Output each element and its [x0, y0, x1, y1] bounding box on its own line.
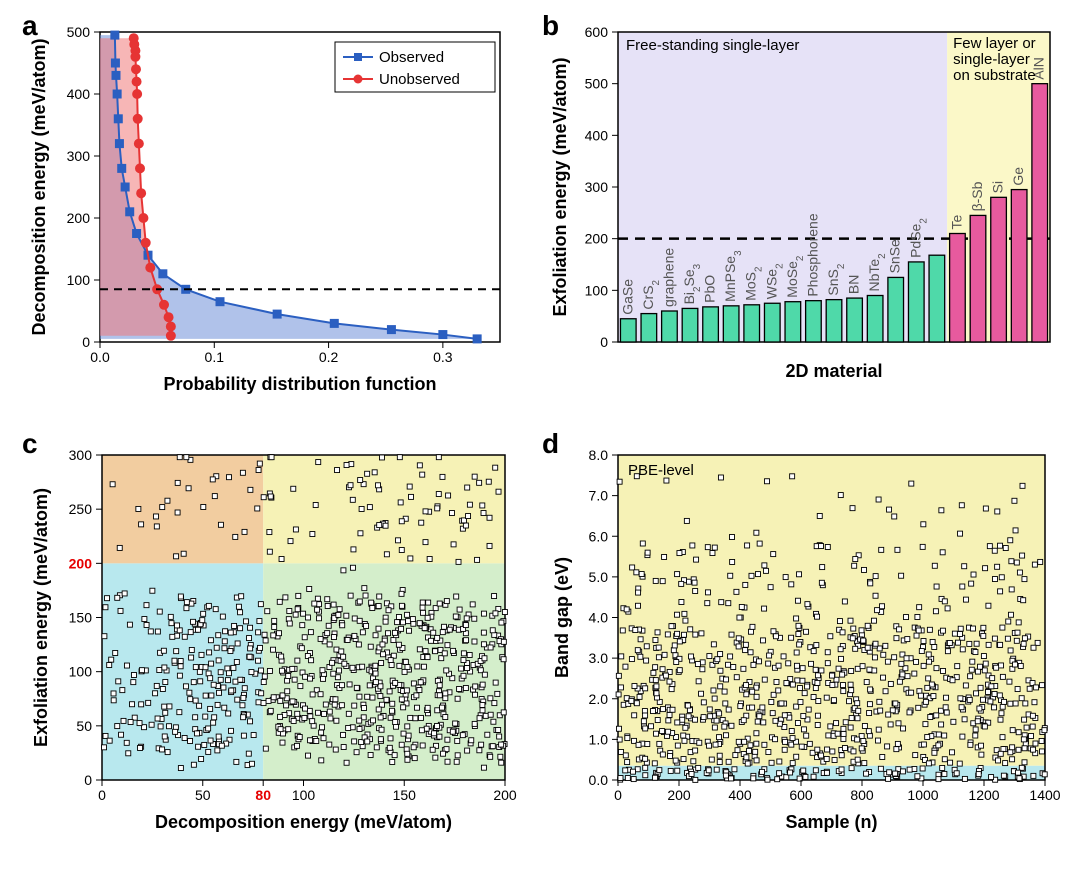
svg-text:400: 400: [728, 787, 752, 803]
svg-text:Sample (n): Sample (n): [785, 812, 877, 832]
svg-text:8.0: 8.0: [589, 447, 609, 463]
svg-text:Te: Te: [948, 215, 964, 230]
svg-text:100: 100: [69, 664, 93, 680]
svg-text:β-Sb: β-Sb: [969, 181, 985, 211]
svg-text:200: 200: [493, 787, 517, 803]
svg-text:800: 800: [850, 787, 874, 803]
svg-text:300: 300: [67, 148, 91, 164]
svg-text:1000: 1000: [907, 787, 938, 803]
svg-text:150: 150: [393, 787, 417, 803]
panel-a-label: a: [22, 10, 38, 42]
svg-text:Decomposition energy (meV/atom: Decomposition energy (meV/atom): [29, 38, 49, 335]
svg-text:1.0: 1.0: [589, 731, 609, 747]
svg-text:50: 50: [195, 787, 211, 803]
svg-text:Decomposition energy (meV/atom: Decomposition energy (meV/atom): [155, 812, 452, 832]
svg-text:0.0: 0.0: [90, 349, 110, 365]
svg-text:Probability distribution funct: Probability distribution function: [164, 374, 437, 394]
svg-text:200: 200: [585, 231, 609, 247]
svg-text:200: 200: [67, 210, 91, 226]
svg-text:Free-standing single-layer: Free-standing single-layer: [626, 37, 799, 54]
panel-c-chart: 0 50 100 150 200 80 0 50 100 150 250 300 200 Decompos…: [20, 430, 520, 850]
svg-text:300: 300: [69, 447, 93, 463]
svg-text:0: 0: [614, 787, 622, 803]
panel-b-label: b: [542, 10, 559, 42]
svg-text:200: 200: [69, 555, 93, 571]
svg-text:100: 100: [292, 787, 316, 803]
svg-text:7.0: 7.0: [589, 488, 609, 504]
svg-text:Exfoliation energy (meV/atom): Exfoliation energy (meV/atom): [550, 57, 570, 316]
svg-text:0.2: 0.2: [319, 349, 339, 365]
svg-text:Si: Si: [990, 181, 1006, 193]
svg-text:600: 600: [585, 24, 609, 40]
svg-text:0.0: 0.0: [589, 772, 609, 788]
svg-text:Few layer orsingle-layeron sub: Few layer orsingle-layeron substrate: [953, 35, 1036, 84]
svg-text:Band gap (eV): Band gap (eV): [552, 557, 572, 678]
svg-text:4.0: 4.0: [589, 610, 609, 626]
svg-text:0: 0: [84, 772, 92, 788]
svg-text:BN: BN: [846, 275, 862, 294]
svg-text:500: 500: [67, 24, 91, 40]
svg-text:SnSe: SnSe: [887, 239, 903, 273]
svg-text:1400: 1400: [1029, 787, 1060, 803]
svg-text:200: 200: [667, 787, 691, 803]
svg-text:400: 400: [585, 127, 609, 143]
svg-text:1200: 1200: [968, 787, 999, 803]
svg-text:3.0: 3.0: [589, 650, 609, 666]
svg-text:400: 400: [67, 86, 91, 102]
svg-text:600: 600: [789, 787, 813, 803]
svg-text:graphene: graphene: [660, 248, 676, 307]
svg-text:500: 500: [585, 76, 609, 92]
svg-text:100: 100: [585, 282, 609, 298]
svg-text:0: 0: [600, 334, 608, 350]
svg-text:0: 0: [82, 334, 90, 350]
svg-text:250: 250: [69, 501, 93, 517]
panel-d-chart: 0 200 400 600 800 1000 1200 1400 0.0 1.0 2.0 3.0 4.0…: [540, 430, 1060, 850]
svg-text:0.3: 0.3: [433, 349, 453, 365]
svg-text:2.0: 2.0: [589, 691, 609, 707]
svg-text:300: 300: [585, 179, 609, 195]
svg-text:100: 100: [67, 272, 91, 288]
svg-text:0: 0: [98, 787, 106, 803]
svg-text:Observed: Observed: [379, 49, 444, 66]
svg-text:Phosphorene: Phosphorene: [804, 213, 820, 297]
svg-text:PbO: PbO: [702, 275, 718, 303]
panel-d-label: d: [542, 428, 559, 460]
svg-text:6.0: 6.0: [589, 528, 609, 544]
svg-text:Exfoliation energy (meV/atom): Exfoliation energy (meV/atom): [31, 488, 51, 747]
svg-text:Ge: Ge: [1010, 167, 1026, 186]
svg-text:80: 80: [255, 787, 271, 803]
panel-b-chart: GaSeCrS2grapheneBi2Se3PbOMnPSe3MoS2WSe2M…: [540, 12, 1060, 412]
svg-text:0.1: 0.1: [205, 349, 225, 365]
svg-text:50: 50: [76, 718, 92, 734]
svg-text:Unobserved: Unobserved: [379, 71, 460, 88]
panel-a-chart: 0.0 0.1 0.2 0.3 0 100 200 300 400 500 Probability …: [20, 12, 520, 412]
svg-text:5.0: 5.0: [589, 569, 609, 585]
svg-text:PBE-level: PBE-level: [628, 462, 694, 479]
panel-c-label: c: [22, 428, 38, 460]
svg-text:2D material: 2D material: [785, 361, 882, 381]
svg-text:150: 150: [69, 610, 93, 626]
svg-text:GaSe: GaSe: [619, 279, 635, 315]
